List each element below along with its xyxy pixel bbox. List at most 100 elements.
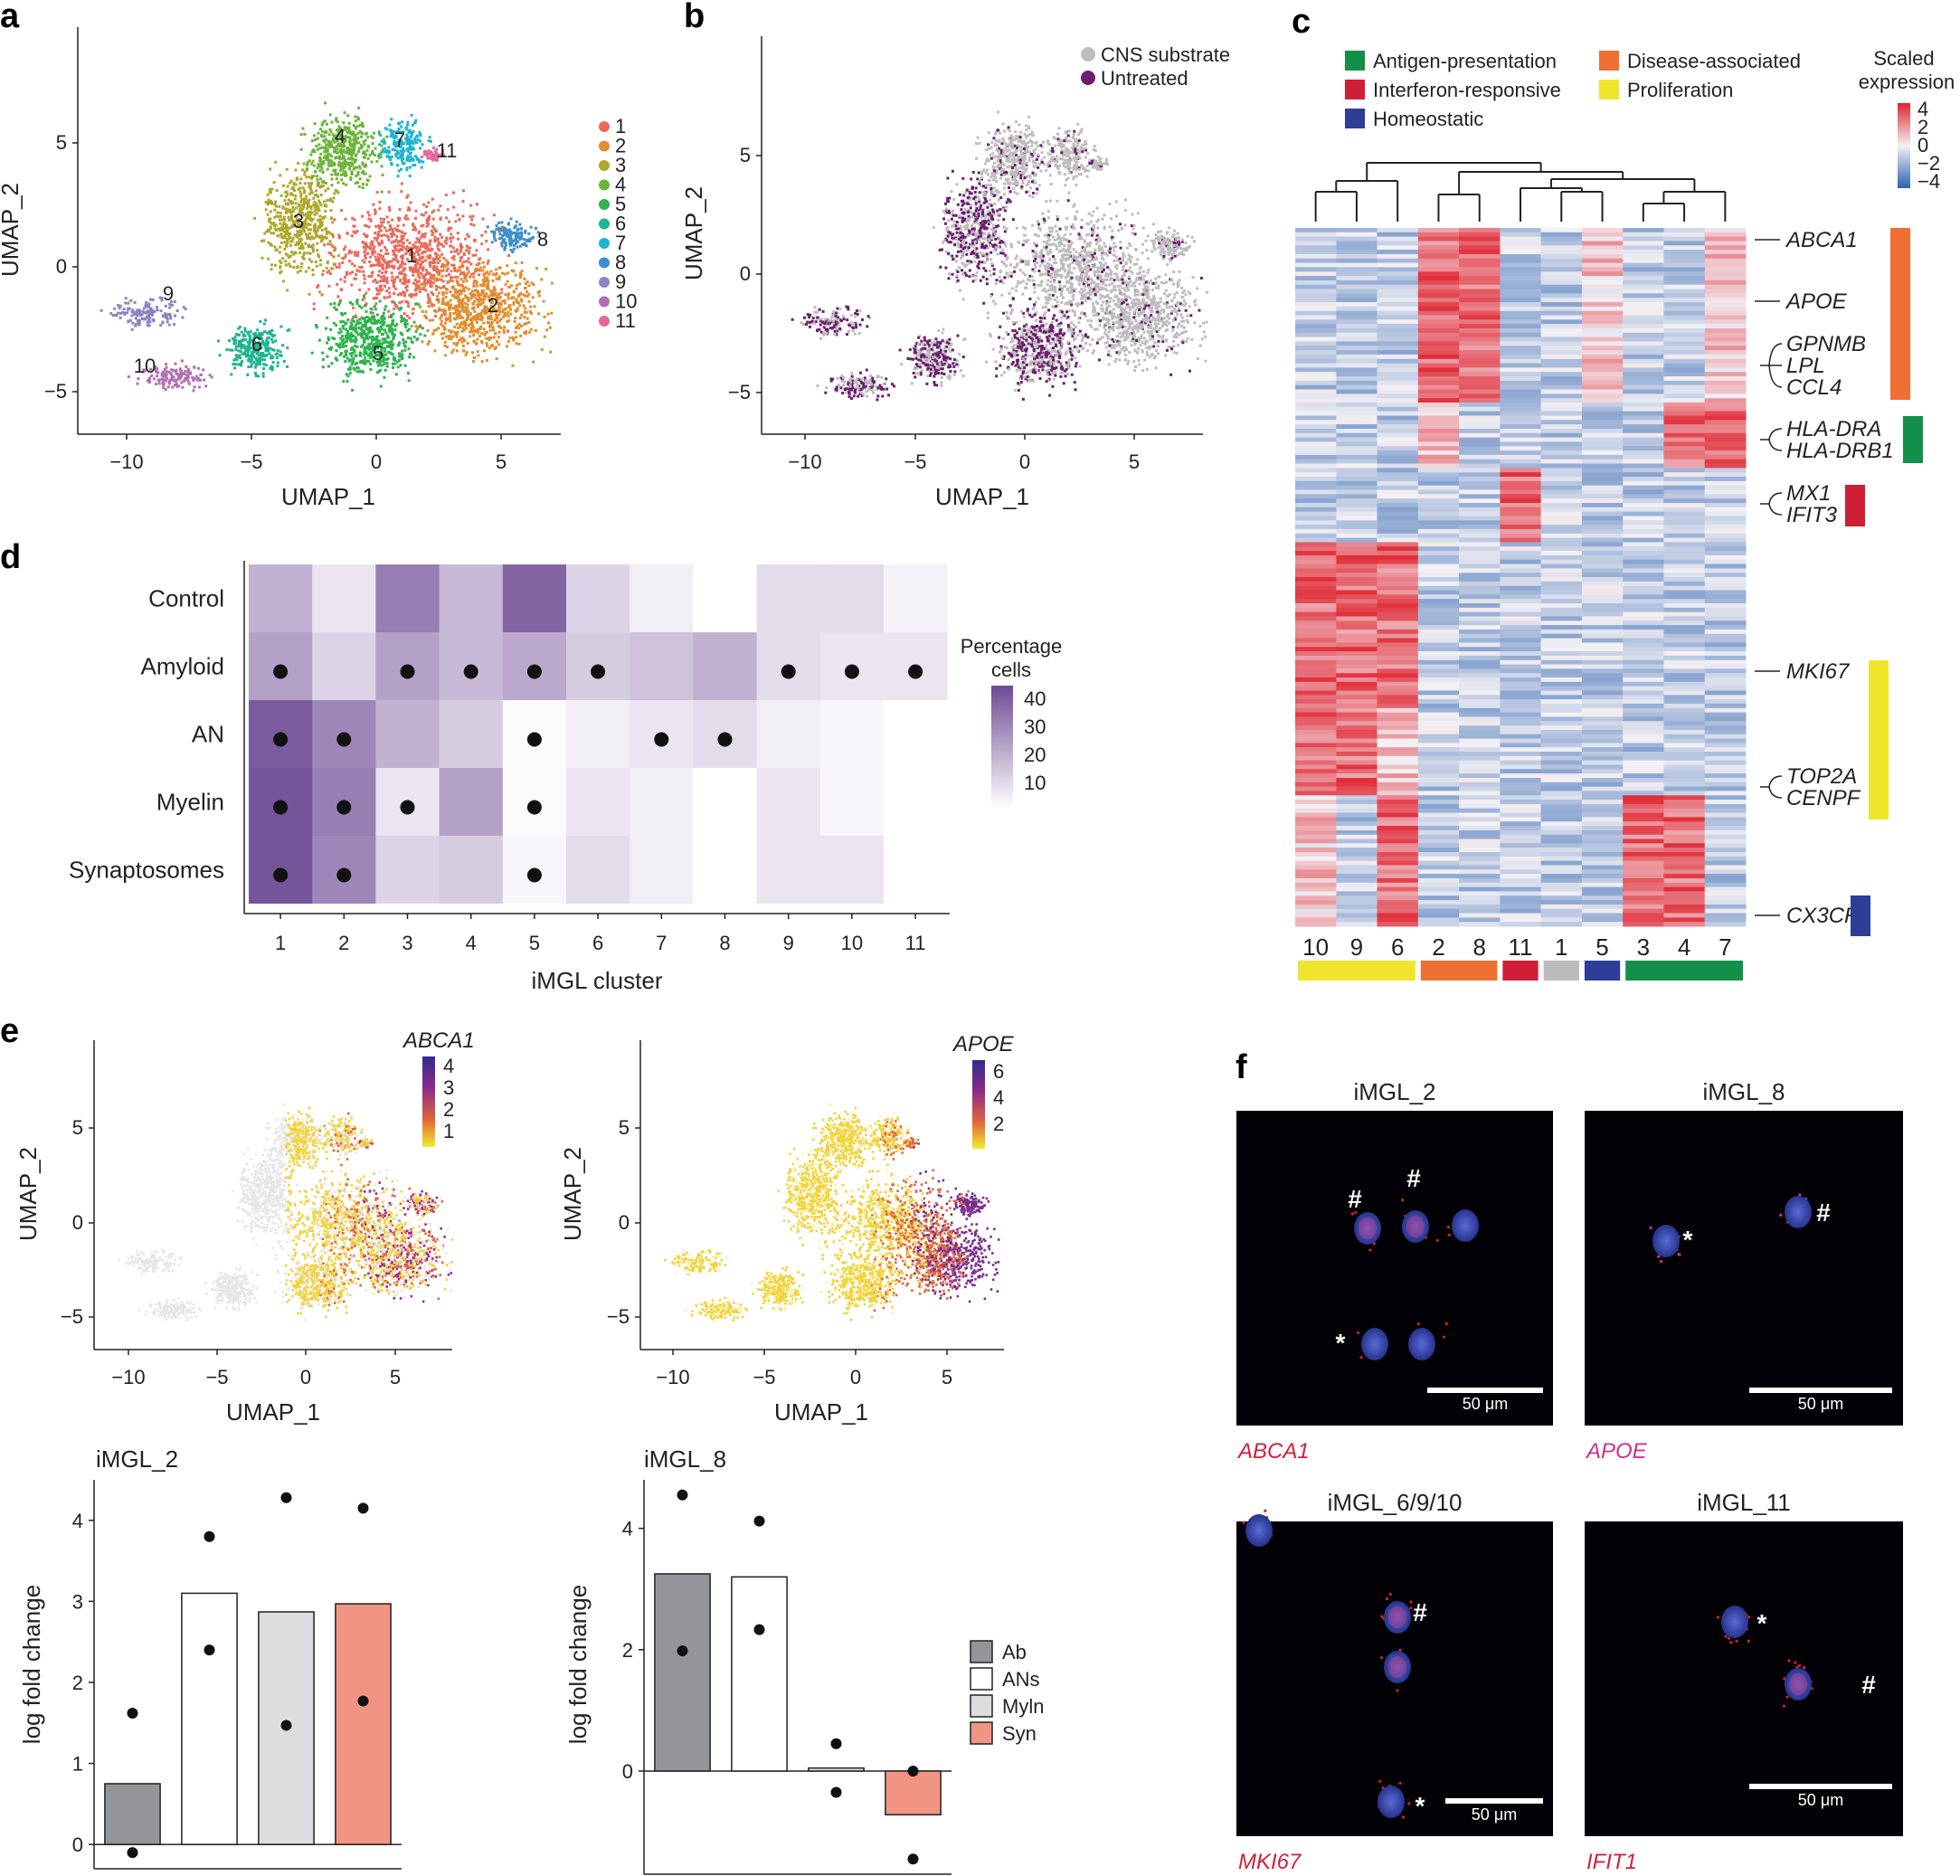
umap-point <box>421 327 424 330</box>
umap-point <box>404 138 408 142</box>
umap-point <box>383 296 386 299</box>
umap-point <box>241 353 245 355</box>
umap-point <box>267 347 270 351</box>
umap-point <box>352 316 355 319</box>
umap-point <box>502 328 506 332</box>
umap-point <box>271 356 275 359</box>
umap-point <box>379 254 383 257</box>
umap-point <box>415 237 419 241</box>
umap-point <box>355 139 358 143</box>
umap-point <box>512 300 516 304</box>
umap-point <box>458 265 461 269</box>
umap-point <box>348 260 351 263</box>
umap-point <box>416 337 420 341</box>
umap-point <box>318 128 322 131</box>
umap-point <box>265 353 269 356</box>
umap-point <box>393 355 396 359</box>
umap-point <box>1086 349 1090 353</box>
umap-point <box>1053 275 1056 279</box>
umap-point <box>392 240 395 243</box>
y-tick-label: 0 <box>56 255 67 278</box>
umap-point <box>546 312 550 316</box>
umap-point <box>359 147 363 150</box>
umap-point <box>315 202 318 205</box>
umap-point <box>309 219 313 223</box>
umap-point <box>401 353 404 356</box>
umap-point <box>328 153 332 156</box>
umap-point <box>308 210 312 213</box>
umap-point <box>149 309 153 313</box>
umap-point <box>424 211 428 214</box>
umap-point <box>376 154 380 157</box>
umap-point <box>440 269 442 272</box>
umap-point <box>270 337 273 341</box>
umap-point <box>361 214 365 218</box>
umap-point <box>477 354 480 357</box>
umap-point <box>466 303 469 307</box>
umap-point <box>327 347 331 350</box>
umap-point <box>478 327 482 330</box>
umap-point <box>407 279 411 282</box>
umap-point <box>335 150 338 154</box>
umap-point <box>543 315 546 318</box>
umap-point <box>403 323 407 327</box>
umap-point <box>196 378 200 382</box>
umap-point <box>314 230 317 233</box>
umap-point <box>267 241 270 244</box>
umap-point <box>386 155 390 158</box>
umap-point <box>396 261 400 264</box>
umap-point <box>249 337 252 341</box>
umap-point <box>115 314 118 317</box>
umap-point <box>379 155 383 158</box>
umap-point <box>387 149 391 153</box>
umap-point <box>426 293 430 297</box>
umap-point <box>345 327 348 331</box>
umap-point <box>415 280 419 284</box>
umap-point <box>1054 243 1057 247</box>
umap-point <box>340 173 343 176</box>
umap-point <box>363 346 366 349</box>
umap-point <box>518 238 522 241</box>
umap-point <box>303 182 307 185</box>
umap-point <box>507 254 511 257</box>
umap-point <box>326 355 329 358</box>
umap-point <box>336 156 339 159</box>
umap-point <box>287 233 290 237</box>
umap-point <box>1089 241 1093 244</box>
umap-point <box>1131 232 1134 235</box>
umap-point <box>459 317 462 320</box>
umap-point <box>1046 216 1050 220</box>
umap-point <box>288 256 290 260</box>
umap-point <box>249 354 252 357</box>
umap-point <box>1024 227 1027 231</box>
umap-point <box>403 348 407 352</box>
umap-point <box>989 295 993 298</box>
umap-point <box>365 245 368 249</box>
umap-point <box>481 261 485 264</box>
umap-point <box>366 136 370 139</box>
umap-point <box>514 238 516 242</box>
umap-point <box>399 331 402 335</box>
umap-point <box>303 191 307 194</box>
umap-point <box>383 261 387 264</box>
umap-point <box>1041 306 1045 309</box>
umap-point <box>265 364 268 367</box>
umap-point <box>469 297 473 300</box>
umap-point <box>327 164 331 167</box>
umap-point <box>181 316 185 319</box>
umap-point <box>1066 199 1070 203</box>
umap-point <box>490 320 494 324</box>
umap-point <box>278 251 281 254</box>
umap-point <box>379 325 383 328</box>
umap-point <box>349 175 353 179</box>
umap-point <box>427 201 431 204</box>
umap-point <box>261 374 265 378</box>
umap-point <box>475 281 478 284</box>
umap-point <box>167 381 171 384</box>
umap-point <box>405 133 409 137</box>
umap-point <box>489 289 493 293</box>
umap-point <box>352 224 355 228</box>
umap-point <box>302 200 306 204</box>
umap-point <box>498 301 502 305</box>
umap-point <box>476 293 479 297</box>
